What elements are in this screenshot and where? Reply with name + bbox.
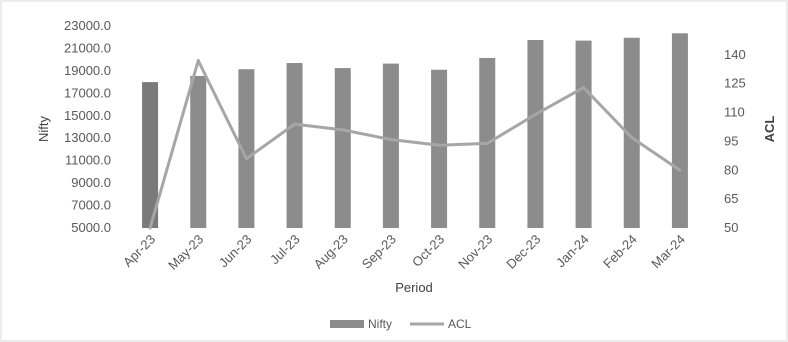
bar-nifty-feb-24: [623, 37, 640, 229]
bar-nifty-sep-23: [382, 63, 399, 228]
bar-nifty-mar-24: [671, 33, 688, 228]
y2-tick-label: 65: [724, 191, 738, 206]
y-tick-label: 11000.0: [65, 153, 111, 168]
line-acl: [148, 59, 681, 229]
y-tick-label: 17000.0: [64, 85, 111, 100]
point-acl-jul-23: [293, 122, 297, 126]
y-tick-label: 15000.0: [64, 108, 111, 123]
point-acl-oct-23: [437, 143, 441, 147]
y2-tick-label: 140: [724, 47, 746, 62]
acl-line: [148, 59, 682, 230]
bar-nifty-aug-23: [334, 68, 351, 228]
point-acl-may-23: [196, 59, 200, 63]
bar-nifty-jul-23: [286, 63, 303, 229]
y-tick-label: 19000.0: [64, 63, 111, 78]
y-tick-label: 9000.0: [71, 175, 111, 190]
x-axis-title: Period: [395, 280, 433, 295]
legend-swatch-nifty: [330, 320, 364, 328]
point-acl-nov-23: [485, 141, 489, 145]
point-acl-dec-23: [533, 112, 537, 116]
bar-nifty-oct-23: [431, 69, 448, 229]
legend-label-acl: ACL: [448, 317, 472, 331]
y-tick-label: 23000.0: [64, 18, 111, 33]
point-acl-jun-23: [244, 157, 248, 161]
point-acl-sep-23: [389, 138, 393, 142]
y-tick-label: 21000.0: [64, 40, 111, 55]
y2-tick-label: 80: [724, 162, 738, 177]
point-acl-apr-23: [148, 226, 152, 230]
y2-axis-title: ACL: [762, 116, 777, 143]
y-tick-label: 5000.0: [71, 220, 111, 235]
y2-tick-label: 95: [724, 133, 738, 148]
nifty-bars: [142, 33, 688, 229]
right-axis-ticks: 140 125 110 95 80 65 50: [724, 47, 746, 235]
y-axis-title: Nifty: [36, 116, 51, 143]
bar-nifty-jan-24: [575, 40, 592, 228]
y2-tick-label: 110: [724, 105, 745, 120]
y2-tick-label: 125: [724, 76, 746, 91]
point-acl-mar-24: [678, 168, 682, 172]
left-axis-ticks: 23000.0 21000.0 19000.0 17000.0 15000.0 13000…: [64, 18, 111, 235]
point-acl-feb-24: [630, 136, 634, 140]
bar-nifty-jun-23: [238, 69, 255, 228]
y-tick-label: 7000.0: [71, 198, 111, 213]
point-acl-jan-24: [582, 86, 586, 90]
y2-tick-label: 50: [724, 220, 738, 235]
point-acl-aug-23: [341, 128, 345, 132]
bar-nifty-dec-23: [527, 40, 544, 229]
bar-nifty-apr-23: [142, 82, 159, 228]
legend-label-nifty: Nifty: [368, 317, 392, 331]
legend: Nifty ACL: [330, 317, 472, 331]
y-tick-label: 13000.0: [64, 130, 111, 145]
bar-nifty-may-23: [190, 75, 207, 228]
